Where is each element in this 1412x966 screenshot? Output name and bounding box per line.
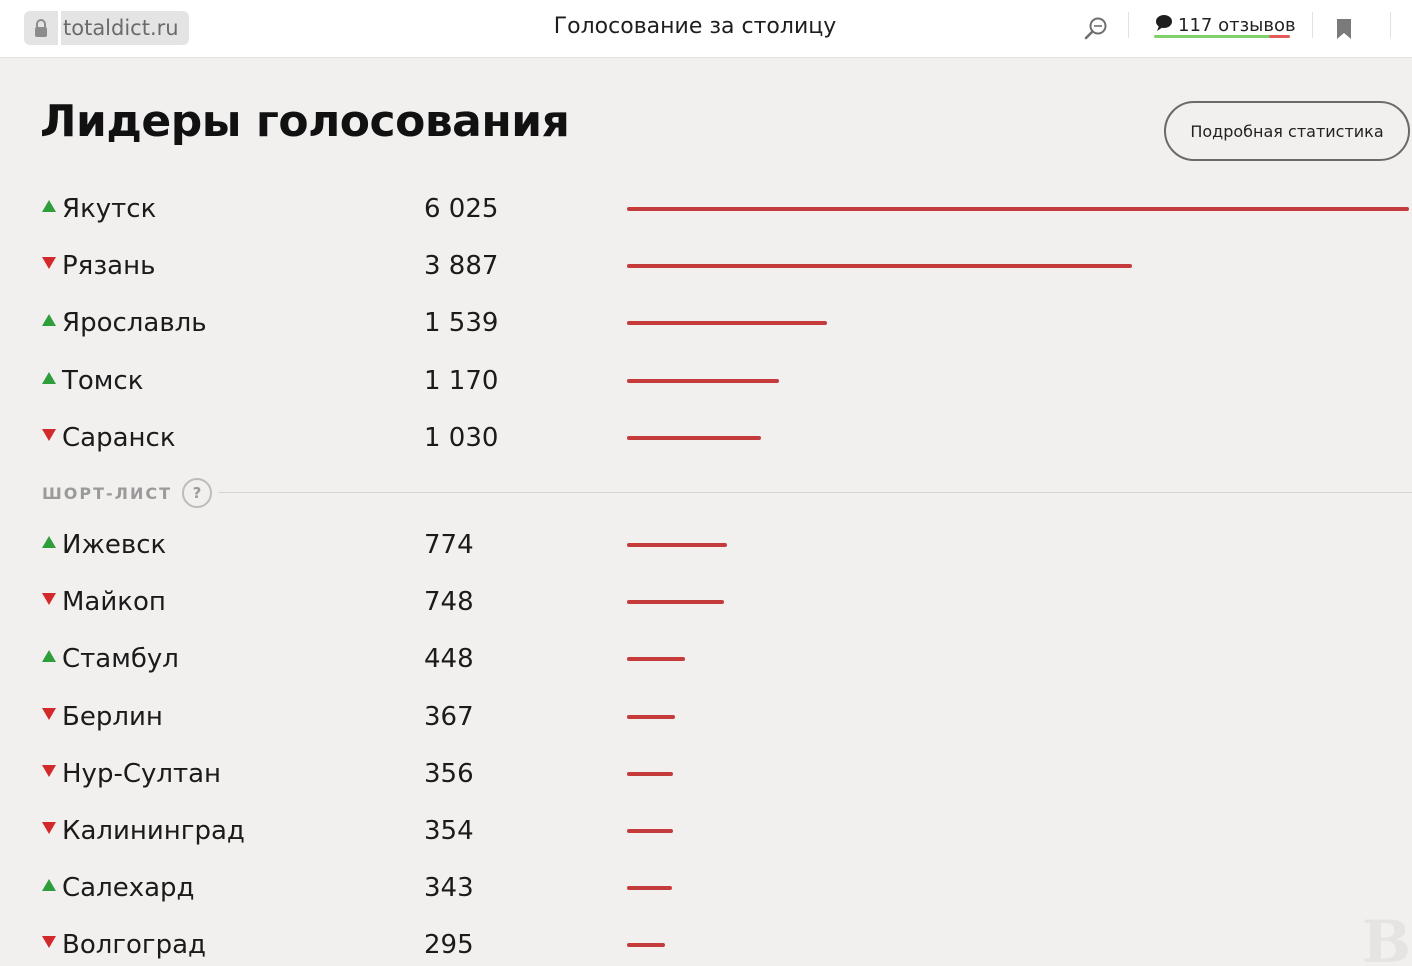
vote-bar [627, 543, 727, 547]
city-name: Ижевск [62, 530, 167, 560]
triangle-up-icon [42, 650, 56, 663]
shortlist-label: ШОРТ-ЛИСТ [42, 483, 172, 503]
vote-bar [627, 714, 675, 719]
reviews-label: 117 отзывов [1178, 14, 1296, 36]
vote-bar [627, 886, 672, 891]
divider [1312, 12, 1313, 38]
help-icon[interactable]: ? [181, 478, 212, 508]
section-heading: Лидеры голосования [40, 96, 570, 147]
vote-count: 1 170 [424, 365, 499, 396]
vote-count: 1 030 [424, 422, 499, 453]
search-icon[interactable] [1082, 14, 1110, 42]
triangle-down-icon [42, 822, 56, 834]
city-row[interactable]: Рязань 3 887 [0, 246, 1412, 286]
vote-count: 356 [424, 758, 474, 789]
shortlist-divider [218, 492, 1412, 493]
city-row[interactable]: Ижевск 774 [0, 525, 1412, 565]
city-name: Якутск [62, 194, 157, 224]
triangle-down-icon [42, 593, 56, 606]
reviews-rating-bar [1154, 35, 1290, 38]
city-row[interactable]: Нур-Султан 356 [0, 754, 1412, 794]
bookmark-icon[interactable] [1334, 17, 1354, 41]
triangle-up-icon [42, 200, 56, 212]
top-bar: totaldict.ru Голосование за столицу 117 … [0, 0, 1412, 58]
vote-count: 343 [424, 873, 474, 904]
vote-bar [627, 657, 685, 662]
city-name: Нур-Султан [62, 758, 222, 789]
triangle-down-icon [42, 257, 56, 270]
triangle-down-icon [42, 428, 56, 441]
city-name: Стамбул [62, 644, 179, 675]
vote-count: 6 025 [424, 194, 499, 224]
divider [1128, 12, 1129, 38]
city-name: Калининград [62, 816, 245, 846]
lock-icon [24, 11, 58, 45]
triangle-up-icon [42, 879, 56, 892]
city-name: Салехард [62, 873, 195, 904]
vote-bar [627, 829, 673, 833]
vote-count: 774 [424, 530, 474, 560]
vote-bar [627, 207, 1409, 211]
city-name: Берлин [62, 701, 163, 732]
city-name: Рязань [62, 251, 156, 282]
city-name: Саранск [62, 422, 176, 453]
city-row[interactable]: Стамбул 448 [0, 639, 1412, 679]
triangle-down-icon [42, 764, 56, 777]
city-name: Ярославль [62, 308, 207, 339]
vote-count: 367 [424, 701, 474, 732]
reviews-link[interactable]: 117 отзывов [1154, 10, 1296, 40]
url-text: totaldict.ru [61, 11, 189, 45]
vote-count: 295 [424, 930, 474, 961]
city-row[interactable]: Волгоград 295 [0, 925, 1412, 965]
city-name: Майкоп [62, 587, 166, 618]
url-pill[interactable]: totaldict.ru [24, 11, 189, 45]
city-row[interactable]: Калининград 354 [0, 811, 1412, 851]
city-row[interactable]: Якутск 6 025 [0, 189, 1412, 229]
detailed-stats-button[interactable]: Подробная статистика [1164, 101, 1410, 161]
city-row[interactable]: Салехард 343 [0, 868, 1412, 908]
city-row[interactable]: Ярославль 1 539 [0, 303, 1412, 343]
vote-bar [627, 378, 779, 383]
vote-bar [627, 435, 761, 440]
triangle-up-icon [42, 314, 56, 327]
shortlist-header: ШОРТ-ЛИСТ ? [42, 478, 212, 508]
triangle-up-icon [42, 371, 56, 384]
city-name: Томск [62, 365, 144, 396]
vote-bar [627, 771, 673, 776]
vote-bar [627, 600, 724, 605]
watermark-logo: В [1362, 908, 1412, 966]
triangle-down-icon [42, 707, 56, 720]
vote-count: 3 887 [424, 251, 499, 282]
triangle-up-icon [42, 536, 56, 548]
city-row[interactable]: Майкоп 748 [0, 582, 1412, 622]
vote-bar [627, 943, 665, 948]
vote-bar [627, 321, 827, 326]
page-title: Голосование за столицу [553, 14, 837, 39]
vote-count: 448 [424, 644, 474, 675]
city-row[interactable]: Томск 1 170 [0, 361, 1412, 401]
vote-bar [627, 264, 1132, 269]
city-row[interactable]: Саранск 1 030 [0, 418, 1412, 458]
city-row[interactable]: Берлин 367 [0, 697, 1412, 737]
divider [1390, 12, 1391, 38]
vote-count: 354 [424, 816, 474, 846]
city-name: Волгоград [62, 930, 207, 961]
triangle-down-icon [42, 936, 56, 949]
speech-bubble-icon [1154, 14, 1174, 37]
vote-count: 1 539 [424, 308, 499, 339]
vote-count: 748 [424, 587, 474, 618]
